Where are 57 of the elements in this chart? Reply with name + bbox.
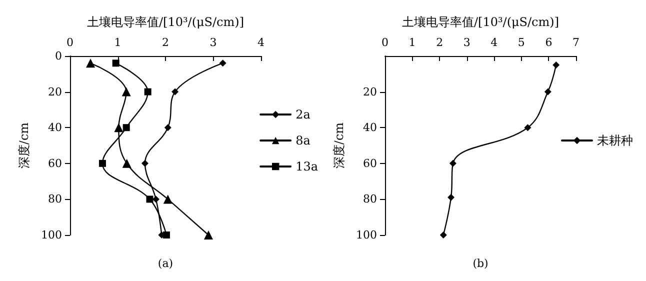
point xyxy=(141,160,148,167)
x-tick-label: 0 xyxy=(66,36,74,49)
x-tick-label: 6 xyxy=(545,36,552,49)
point xyxy=(544,88,552,96)
y-axis-title: 深度/cm xyxy=(17,122,31,169)
x-tick-label: 1 xyxy=(114,36,122,49)
y-tick-label: 60 xyxy=(48,156,62,170)
point xyxy=(552,61,560,68)
point xyxy=(204,230,213,240)
legend-label: 未耕种 xyxy=(597,134,633,148)
x-tick-label: 4 xyxy=(258,36,264,49)
point xyxy=(449,160,456,167)
point xyxy=(98,160,106,167)
legend-label: 8a xyxy=(296,134,310,148)
text: (b) xyxy=(472,257,488,270)
x-tick-label: 7 xyxy=(572,36,580,49)
point xyxy=(448,194,455,201)
point xyxy=(114,123,124,132)
y-tick-label: 20 xyxy=(363,85,377,98)
point xyxy=(122,158,132,168)
point xyxy=(146,196,154,203)
y-tick-label: 80 xyxy=(48,192,62,206)
point xyxy=(162,232,170,238)
x-tick-label: 3 xyxy=(463,36,470,49)
point xyxy=(144,88,152,96)
y-tick-label: 0 xyxy=(55,50,62,62)
point xyxy=(122,124,130,132)
point xyxy=(86,58,96,68)
x-tick-label: 3 xyxy=(210,36,217,49)
y-axis-title: 深度/cm xyxy=(332,122,346,169)
point xyxy=(122,87,131,96)
point xyxy=(152,196,160,203)
x-tick-label: 4 xyxy=(490,36,498,49)
x-tick-label: 5 xyxy=(518,36,525,49)
y-tick-label: 40 xyxy=(363,121,377,134)
y-tick-label: 100 xyxy=(356,228,377,242)
point xyxy=(172,88,179,96)
text: (a) xyxy=(158,257,174,270)
x-axis-title: 土壤电导率值/[10³/(μS/cm)] xyxy=(86,15,244,29)
point xyxy=(219,60,226,67)
y-tick-label: 60 xyxy=(363,156,377,170)
y-tick-label: 40 xyxy=(48,121,62,134)
y-tick-label: 80 xyxy=(363,192,377,206)
y-tick-label: 100 xyxy=(41,228,62,242)
x-tick-label: 2 xyxy=(162,36,169,49)
point xyxy=(524,124,532,132)
point xyxy=(112,60,120,67)
legend-label: 2a xyxy=(296,108,310,122)
point xyxy=(440,232,447,238)
x-tick-label: 1 xyxy=(408,36,416,49)
y-tick-label: 20 xyxy=(48,85,62,98)
point xyxy=(164,124,172,132)
x-axis-title: 土壤电导率值/[10³/(μS/cm)] xyxy=(402,15,560,29)
legend-label: 13a xyxy=(296,160,318,174)
x-tick-label: 0 xyxy=(382,36,388,49)
x-tick-label: 2 xyxy=(436,36,444,49)
point xyxy=(163,194,172,204)
